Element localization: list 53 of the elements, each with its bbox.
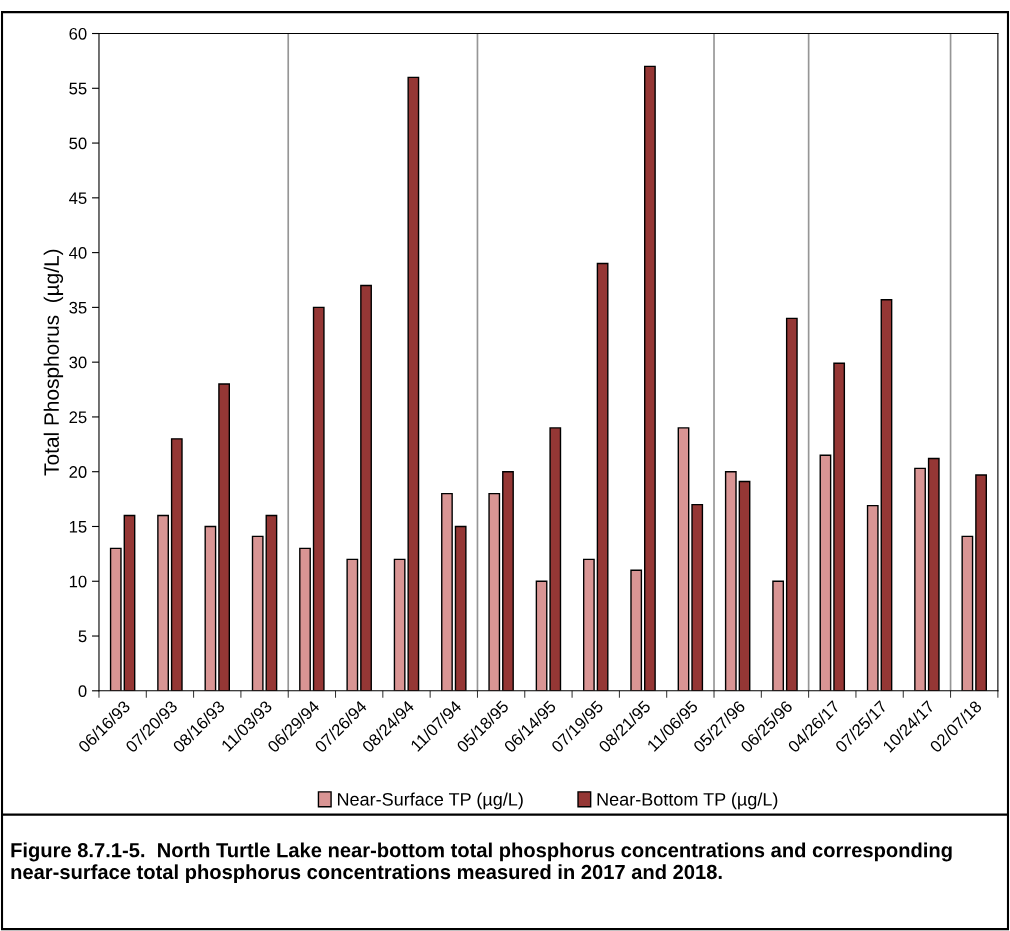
bar bbox=[170, 438, 183, 691]
legend-label: Near-Surface TP (µg/L) bbox=[337, 792, 523, 810]
y-tick-label: 40 bbox=[69, 247, 87, 259]
y-tick-label: 60 bbox=[69, 27, 87, 40]
bar bbox=[218, 383, 231, 691]
bar bbox=[549, 427, 562, 691]
y-tick-label: 20 bbox=[69, 466, 87, 478]
bar bbox=[724, 471, 737, 691]
bar bbox=[630, 569, 643, 691]
bar bbox=[346, 558, 359, 691]
bar bbox=[975, 474, 987, 691]
bar bbox=[927, 457, 940, 691]
bar bbox=[833, 362, 846, 691]
bar bbox=[251, 535, 264, 691]
legend-label: Near-Bottom TP (µg/L) bbox=[597, 792, 778, 810]
y-tick-label: 10 bbox=[69, 575, 87, 588]
bar bbox=[441, 492, 453, 691]
bar bbox=[123, 514, 136, 691]
y-tick-label: 15 bbox=[69, 521, 87, 533]
y-axis-title: Total Phosphorus (µg/L) bbox=[43, 249, 64, 476]
bar bbox=[596, 262, 609, 691]
bar bbox=[535, 580, 548, 691]
bar bbox=[582, 558, 595, 691]
bar bbox=[914, 467, 926, 691]
y-tick-label: 35 bbox=[69, 301, 87, 314]
y-tick-label: 0 bbox=[78, 685, 87, 698]
y-tick-label: 5 bbox=[78, 630, 87, 643]
y-tick-label: 30 bbox=[69, 356, 87, 369]
bar bbox=[454, 525, 467, 691]
bar bbox=[360, 284, 372, 691]
bar bbox=[644, 65, 656, 691]
bar bbox=[312, 306, 325, 691]
bar bbox=[866, 504, 879, 691]
bar bbox=[961, 535, 974, 691]
bar bbox=[819, 454, 832, 691]
bar bbox=[880, 299, 893, 691]
bar bbox=[204, 525, 217, 691]
bar bbox=[265, 514, 278, 691]
bar bbox=[502, 471, 514, 691]
bar bbox=[738, 480, 751, 691]
bar bbox=[109, 547, 122, 691]
bar bbox=[677, 427, 690, 691]
y-tick-label: 25 bbox=[69, 411, 87, 424]
bar bbox=[299, 547, 311, 691]
bar bbox=[691, 503, 704, 691]
y-tick-label: 50 bbox=[69, 137, 87, 150]
y-tick-label: 45 bbox=[69, 192, 87, 205]
bar bbox=[772, 580, 785, 691]
bar bbox=[488, 492, 501, 691]
bar bbox=[157, 514, 169, 691]
bar bbox=[785, 317, 798, 691]
caption: Figure 8.7.1-5. North Turtle Lake near-bottom total phosphorus concentrations and corresponding near-surface total phosphorus concentrations measured in 2017 and 2018. bbox=[11, 842, 952, 884]
y-tick-label: 55 bbox=[69, 82, 87, 95]
